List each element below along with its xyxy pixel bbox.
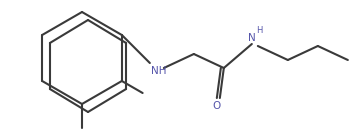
Text: N: N xyxy=(248,33,256,43)
Text: O: O xyxy=(213,101,221,111)
Text: NH: NH xyxy=(151,66,166,76)
Text: H: H xyxy=(256,26,262,35)
